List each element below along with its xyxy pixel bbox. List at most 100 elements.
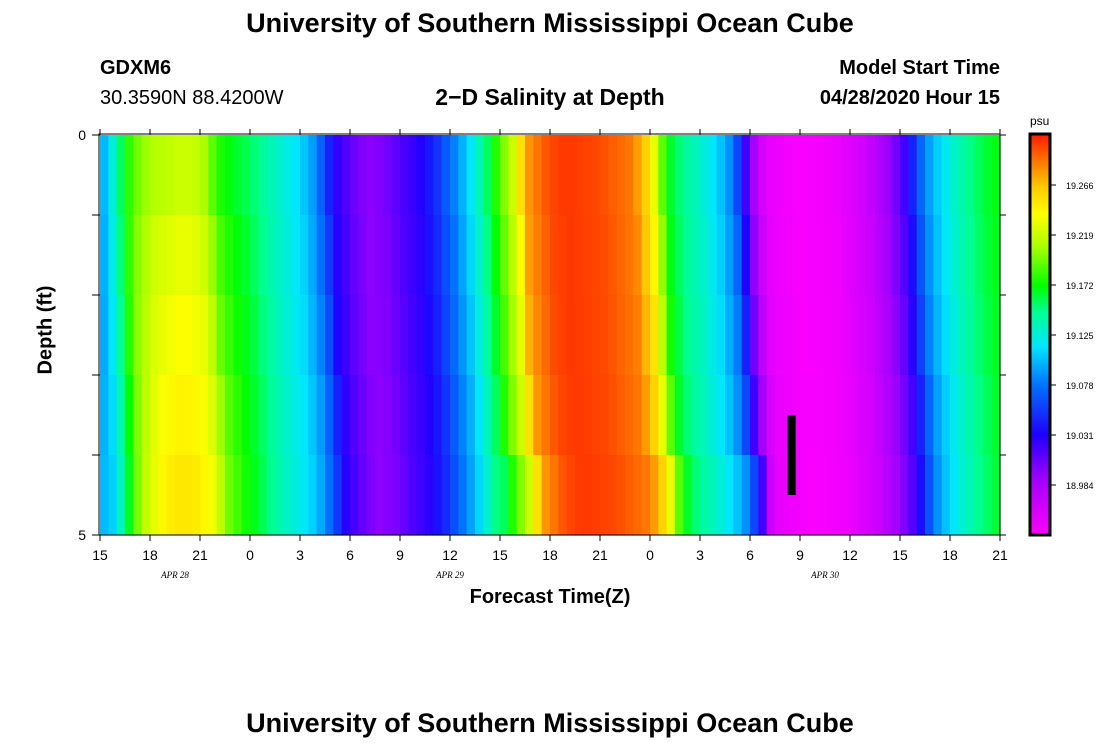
heatmap-cell bbox=[316, 375, 326, 456]
heatmap-cell bbox=[950, 215, 959, 296]
colorbar-tick-label: 19.125 bbox=[1066, 331, 1094, 341]
heatmap-cell bbox=[775, 135, 784, 216]
heatmap-cell bbox=[891, 295, 901, 376]
heatmap-cell bbox=[441, 215, 451, 296]
heatmap-cell bbox=[466, 455, 476, 536]
heatmap-cell bbox=[275, 295, 284, 376]
heatmap-cell bbox=[241, 135, 251, 216]
heatmap-cell bbox=[308, 135, 318, 216]
heatmap-cell bbox=[875, 375, 884, 456]
heatmap-cell bbox=[325, 375, 334, 456]
heatmap-cell bbox=[183, 215, 193, 296]
heatmap-cell bbox=[583, 455, 593, 536]
heatmap-cell bbox=[575, 375, 584, 456]
heatmap-cell bbox=[700, 295, 709, 376]
heatmap-cell bbox=[850, 135, 859, 216]
heatmap-cell bbox=[641, 455, 651, 536]
heatmap-cell bbox=[441, 295, 451, 376]
heatmap-cell bbox=[991, 375, 1001, 456]
heatmap-cell bbox=[666, 375, 676, 456]
heatmap-cell bbox=[491, 215, 501, 296]
heatmap-cell bbox=[391, 135, 401, 216]
heatmap-cell bbox=[675, 295, 684, 376]
heatmap-cell bbox=[233, 295, 243, 376]
x-tick-label: 3 bbox=[296, 547, 304, 563]
heatmap-cell bbox=[391, 455, 401, 536]
heatmap-cell bbox=[208, 295, 218, 376]
heatmap-cell bbox=[183, 295, 193, 376]
heatmap-cell bbox=[416, 135, 426, 216]
heatmap-cell bbox=[683, 135, 693, 216]
heatmap-cell bbox=[983, 135, 993, 216]
heatmap-cell bbox=[216, 215, 226, 296]
heatmap-cell bbox=[858, 455, 868, 536]
heatmap-cell bbox=[166, 135, 176, 216]
heatmap-cell bbox=[741, 215, 751, 296]
heatmap-cell bbox=[383, 295, 393, 376]
heatmap-cell bbox=[941, 215, 951, 296]
heatmap-cell bbox=[525, 375, 534, 456]
heatmap-cell bbox=[908, 215, 918, 296]
heatmap-cell bbox=[616, 455, 626, 536]
heatmap-cell bbox=[850, 375, 859, 456]
heatmap-cell bbox=[633, 375, 643, 456]
heatmap-cell bbox=[983, 455, 993, 536]
heatmap-cell bbox=[925, 215, 934, 296]
heatmap-cell bbox=[500, 295, 509, 376]
heatmap-cell bbox=[366, 215, 376, 296]
x-date-label: APR 30 bbox=[810, 570, 839, 580]
heatmap-cell bbox=[350, 455, 359, 536]
heatmap-cell bbox=[750, 135, 759, 216]
heatmap-cell bbox=[958, 215, 968, 296]
heatmap-cell bbox=[858, 215, 868, 296]
heatmap-cell bbox=[175, 295, 184, 376]
x-date-label: APR 29 bbox=[435, 570, 464, 580]
heatmap-cell bbox=[233, 455, 243, 536]
heatmap-cell bbox=[533, 375, 543, 456]
x-tick-label: 6 bbox=[746, 547, 754, 563]
heatmap-cell bbox=[208, 375, 218, 456]
heatmap-cell bbox=[716, 135, 726, 216]
heatmap-cell bbox=[250, 455, 259, 536]
heatmap-cell bbox=[375, 375, 384, 456]
x-tick-label: 0 bbox=[646, 547, 654, 563]
heatmap-cell bbox=[158, 135, 168, 216]
x-tick-label: 6 bbox=[346, 547, 354, 563]
heatmap-cell bbox=[766, 135, 776, 216]
heatmap-cell bbox=[141, 295, 151, 376]
heatmap-cell bbox=[191, 375, 201, 456]
heatmap-cell bbox=[833, 135, 843, 216]
heatmap-cell bbox=[941, 375, 951, 456]
x-tick-label: 12 bbox=[842, 547, 858, 563]
heatmap-cell bbox=[133, 215, 143, 296]
heatmap-cell bbox=[183, 135, 193, 216]
heatmap-cell bbox=[550, 375, 559, 456]
heatmap-cell bbox=[591, 135, 601, 216]
heatmap-cell bbox=[758, 295, 768, 376]
heatmap-cell bbox=[566, 375, 576, 456]
heatmap-cell bbox=[250, 215, 259, 296]
heatmap-cell bbox=[808, 455, 818, 536]
heatmap-cell bbox=[550, 295, 559, 376]
heatmap-cell bbox=[925, 295, 934, 376]
heatmap-cell bbox=[408, 455, 418, 536]
heatmap-cell bbox=[450, 295, 459, 376]
x-tick-label: 12 bbox=[442, 547, 458, 563]
heatmap-cell bbox=[775, 375, 784, 456]
heatmap-cell bbox=[525, 135, 534, 216]
heatmap-cell bbox=[766, 295, 776, 376]
heatmap-cell bbox=[775, 215, 784, 296]
x-tick-label: 0 bbox=[246, 547, 254, 563]
heatmap-cell bbox=[800, 455, 809, 536]
heatmap-cell bbox=[375, 215, 384, 296]
heatmap-cell bbox=[683, 215, 693, 296]
heatmap-cell bbox=[216, 135, 226, 216]
heatmap-cell bbox=[366, 375, 376, 456]
heatmap-cell bbox=[375, 455, 384, 536]
heatmap-cell bbox=[341, 215, 351, 296]
heatmap-cell bbox=[825, 455, 834, 536]
heatmap-cell bbox=[441, 135, 451, 216]
heatmap-cell bbox=[866, 295, 876, 376]
heatmap-cell bbox=[225, 135, 234, 216]
heatmap-cell bbox=[575, 295, 584, 376]
